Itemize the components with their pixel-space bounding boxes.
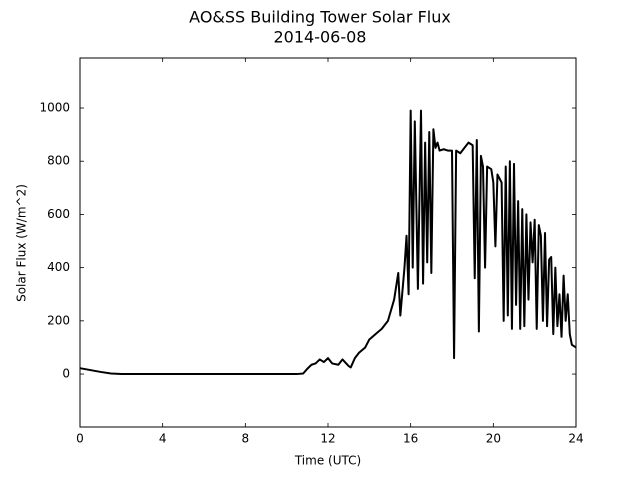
chart-subtitle: 2014-06-08 xyxy=(274,28,367,47)
y-tick-label: 400 xyxy=(47,260,70,274)
x-tick-label: 16 xyxy=(403,432,418,446)
x-tick-label: 12 xyxy=(320,432,335,446)
y-tick-label: 600 xyxy=(47,207,70,221)
x-tick-label: 20 xyxy=(486,432,501,446)
chart-title: AO&SS Building Tower Solar Flux xyxy=(189,8,451,27)
x-tick-label: 0 xyxy=(76,432,84,446)
y-tick-label: 1000 xyxy=(39,101,70,115)
data-line xyxy=(79,109,577,376)
y-tick-label: 800 xyxy=(47,154,70,168)
x-axis-label: Time (UTC) xyxy=(294,454,361,468)
x-tick-label: 24 xyxy=(568,432,583,446)
y-tick-label: 0 xyxy=(62,367,70,381)
x-tick-label: 8 xyxy=(242,432,250,446)
y-axis-label: Solar Flux (W/m^2) xyxy=(15,184,29,302)
x-tick-label: 4 xyxy=(159,432,167,446)
y-tick-label: 200 xyxy=(47,313,70,327)
